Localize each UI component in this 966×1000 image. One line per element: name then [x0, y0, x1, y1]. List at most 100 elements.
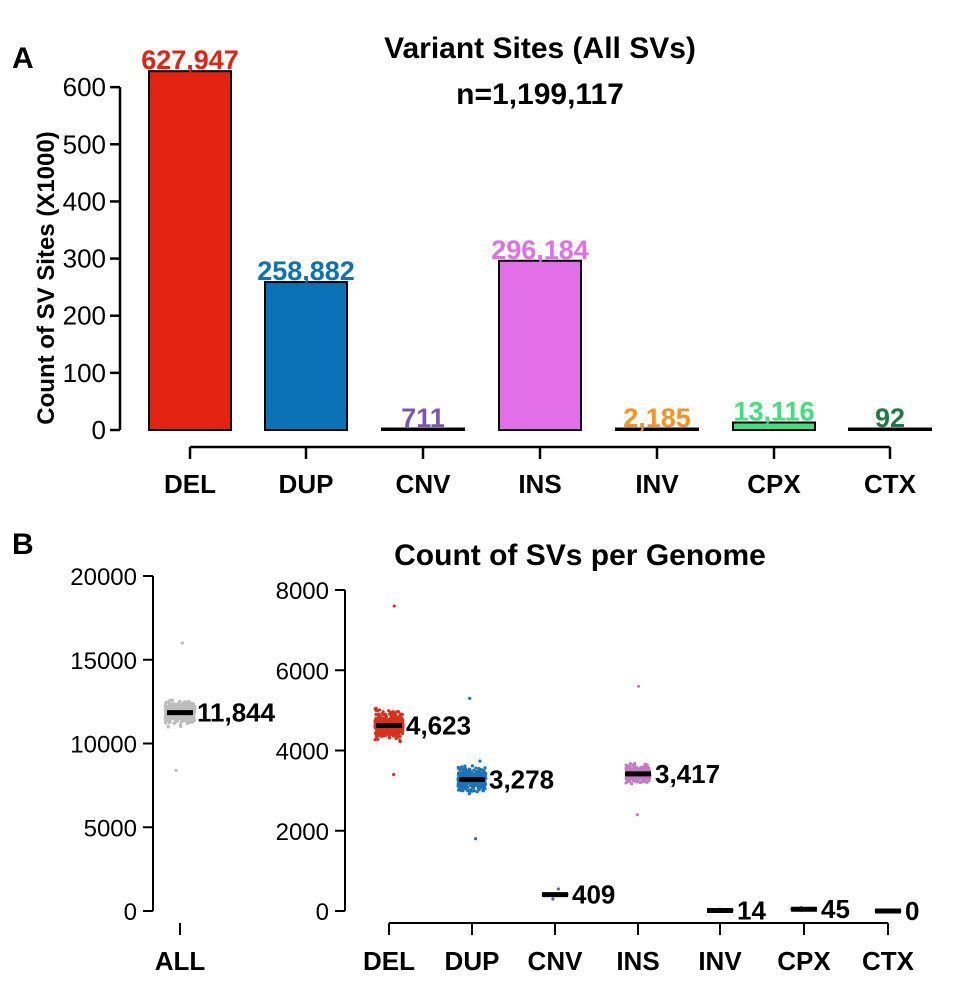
data-point [468, 696, 472, 700]
data-point [164, 710, 168, 714]
data-point [635, 780, 639, 784]
y-tick-label: 100 [63, 358, 106, 388]
data-point [645, 763, 649, 767]
data-point [396, 709, 400, 714]
y-tick-label: 4000 [276, 739, 329, 766]
data-point [172, 706, 176, 711]
x-tick-label: INS [616, 946, 659, 976]
data-point [180, 641, 184, 645]
data-point [395, 731, 399, 735]
data-point [645, 766, 649, 770]
median-label: 14 [737, 895, 766, 925]
y-tick-label: 15000 [70, 648, 137, 675]
data-point [461, 768, 465, 772]
data-point [396, 715, 400, 719]
panel-a-letter: A [12, 42, 34, 75]
x-tick-label: DEL [164, 469, 216, 499]
data-point [473, 837, 478, 841]
median-label: 3,417 [655, 759, 720, 789]
data-point [630, 782, 634, 786]
median-label: 4,623 [406, 711, 471, 741]
data-point [474, 766, 478, 770]
data-point [472, 789, 477, 793]
y-tick-label: 300 [63, 244, 106, 274]
data-point [465, 771, 470, 775]
x-tick-label: CNV [528, 946, 584, 976]
bar-ins [498, 259, 582, 432]
data-point [382, 727, 387, 731]
y-tick-label: 5000 [84, 815, 137, 842]
data-label: 296,184 [491, 235, 589, 265]
x-tick-label: CTX [862, 946, 915, 976]
data-point [638, 780, 643, 785]
data-point [633, 762, 637, 766]
data-point [373, 720, 377, 724]
data-point [390, 714, 395, 718]
data-point [467, 781, 471, 785]
data-point [624, 781, 628, 785]
data-point [179, 724, 183, 729]
y-tick-label: 600 [63, 72, 106, 102]
data-point [170, 698, 175, 702]
y-tick-label: 10000 [70, 732, 137, 759]
panel-b-right-plot: 0 2000 4000 6000 8000 4,623 DEL 3,278 DUP 409 CNV 3… [276, 578, 920, 976]
panel-a-subtitle: n=1,199,117 [456, 78, 624, 111]
median-label: 409 [572, 880, 615, 910]
y-tick-label: 20000 [70, 564, 137, 591]
data-point [648, 776, 652, 780]
data-point [481, 789, 485, 793]
data-point [172, 721, 176, 725]
points-del [373, 604, 405, 777]
data-point [392, 604, 396, 608]
x-tick-label: CTX [864, 469, 917, 499]
data-point [377, 708, 382, 712]
data-point [184, 704, 188, 708]
data-point [478, 759, 482, 763]
median-label: 3,278 [489, 764, 554, 794]
data-point [373, 731, 377, 735]
x-tick-label: INV [635, 469, 679, 499]
data-point [470, 781, 474, 785]
data-point [459, 789, 464, 793]
data-point [386, 729, 391, 733]
data-point [460, 765, 464, 769]
data-point [164, 712, 168, 717]
data-point [169, 715, 173, 720]
data-point [174, 704, 179, 708]
data-point [476, 787, 480, 791]
x-tick-label: INV [698, 946, 742, 976]
data-point [472, 768, 476, 772]
data-point [645, 780, 649, 784]
x-tick-label: DUP [279, 469, 334, 499]
y-tick-label: 200 [63, 301, 106, 331]
data-point [374, 734, 378, 738]
data-point [635, 813, 639, 817]
data-point [631, 777, 635, 781]
data-point [176, 701, 181, 705]
data-point [627, 764, 631, 768]
data-point [192, 705, 196, 710]
data-point [482, 773, 487, 777]
data-point [185, 721, 189, 726]
data-point [637, 776, 641, 780]
data-point [556, 887, 560, 891]
data-point [551, 897, 555, 901]
panel-a-y-label: Count of SV Sites (X1000) [33, 131, 60, 424]
data-point [470, 764, 474, 768]
data-label: 711 [401, 403, 445, 433]
data-point [167, 721, 171, 725]
data-point [376, 728, 380, 732]
data-point [470, 789, 474, 793]
data-point [172, 702, 176, 706]
y-tick-label: 500 [63, 129, 106, 159]
data-point [462, 786, 466, 790]
data-point [629, 762, 633, 766]
data-point [457, 771, 461, 775]
data-point [187, 700, 191, 704]
data-point [465, 774, 469, 778]
median-label: 11,844 [197, 698, 276, 728]
bar-cnv [381, 427, 465, 431]
data-point [624, 766, 628, 770]
x-tick-label: INS [518, 469, 561, 499]
data-point [463, 764, 467, 768]
